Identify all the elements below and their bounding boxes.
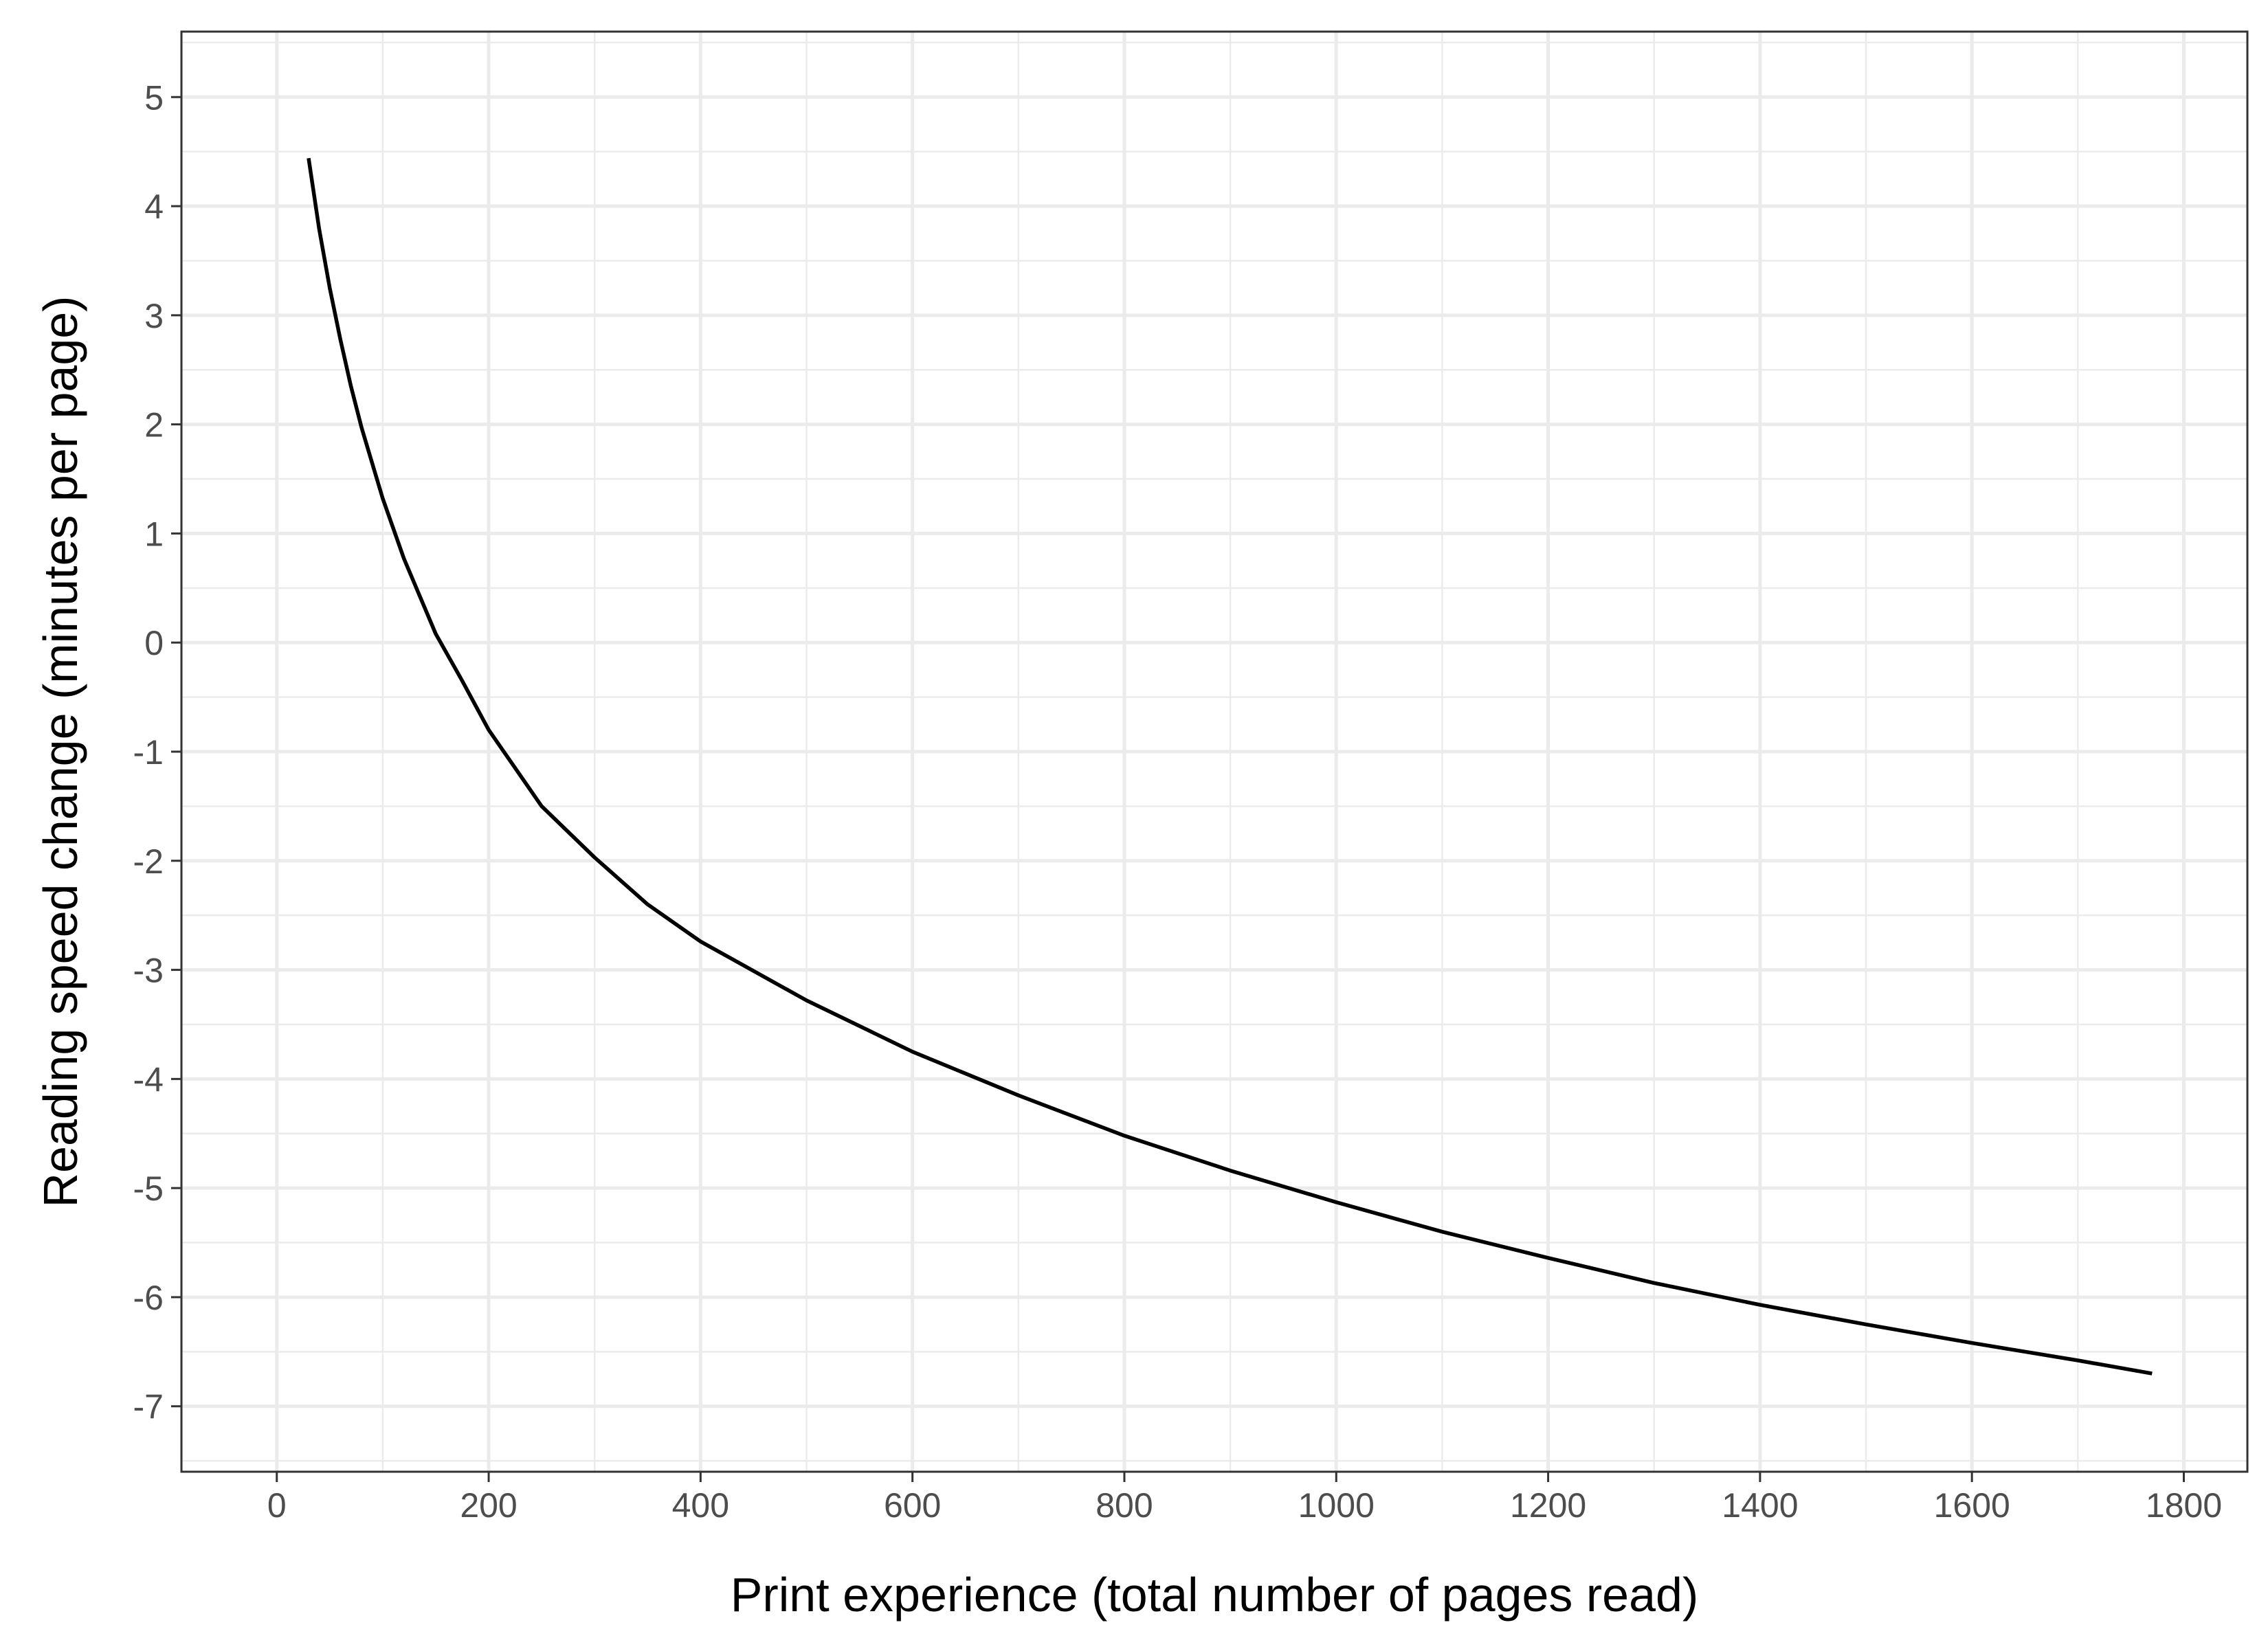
y-tick-label: -4 [133, 1060, 164, 1099]
y-tick-label: 0 [144, 624, 164, 662]
y-tick-label: 5 [144, 78, 164, 117]
series-line [307, 157, 2153, 1376]
x-tick-label: 800 [1096, 1486, 1153, 1525]
x-tick-label: 1200 [1510, 1486, 1586, 1525]
y-tick-label: -1 [133, 733, 164, 772]
major-gridlines [181, 32, 2247, 1472]
y-tick-label: 2 [144, 406, 164, 445]
y-axis-title: Reading speed change (minutes per page) [34, 296, 87, 1208]
minor-gridlines [181, 32, 2247, 1472]
x-tick-label: 1800 [2146, 1486, 2222, 1525]
x-tick-label: 0 [267, 1486, 287, 1525]
y-tick-label: 1 [144, 515, 164, 553]
x-axis: 0 200 400 600 800 1000 1200 1400 1600 1800 [267, 1472, 2222, 1525]
y-tick-label: -3 [133, 952, 164, 990]
y-tick-label: -2 [133, 842, 164, 881]
x-tick-label: 200 [460, 1486, 517, 1525]
x-tick-label: 1000 [1298, 1486, 1375, 1525]
y-tick-label: 4 [144, 188, 164, 226]
y-tick-label: -6 [133, 1279, 164, 1317]
x-tick-label: 1400 [1722, 1486, 1798, 1525]
x-tick-label: 400 [672, 1486, 729, 1525]
x-axis-title: Print experience (total number of pages … [731, 1568, 1699, 1622]
y-tick-label: 3 [144, 297, 164, 335]
x-tick-label: 1600 [1934, 1486, 2010, 1525]
y-tick-label: -7 [133, 1388, 164, 1426]
x-tick-label: 600 [884, 1486, 941, 1525]
y-tick-label: -5 [133, 1169, 164, 1208]
y-axis: 5 4 3 2 1 0 -1 -2 -3 -4 -5 -6 -7 [133, 78, 181, 1426]
